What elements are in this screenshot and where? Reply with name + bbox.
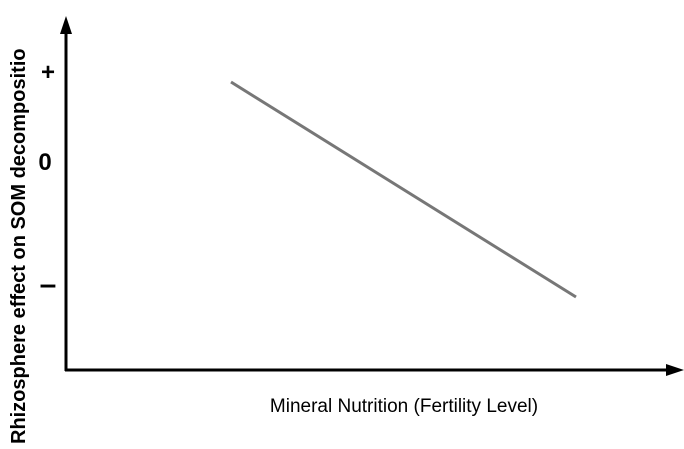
trend-line [230, 80, 577, 299]
y-mark: 0 [38, 149, 51, 176]
x-axis-label: Mineral Nutrition (Fertility Level) [270, 396, 538, 417]
y-mark: – [40, 268, 57, 301]
y-mark: + [41, 59, 55, 86]
x-axis-arrow [666, 364, 684, 376]
y-axis-label: Rhizosphere effect on SOM decompositio [8, 48, 30, 444]
y-axis-arrow [60, 16, 72, 34]
